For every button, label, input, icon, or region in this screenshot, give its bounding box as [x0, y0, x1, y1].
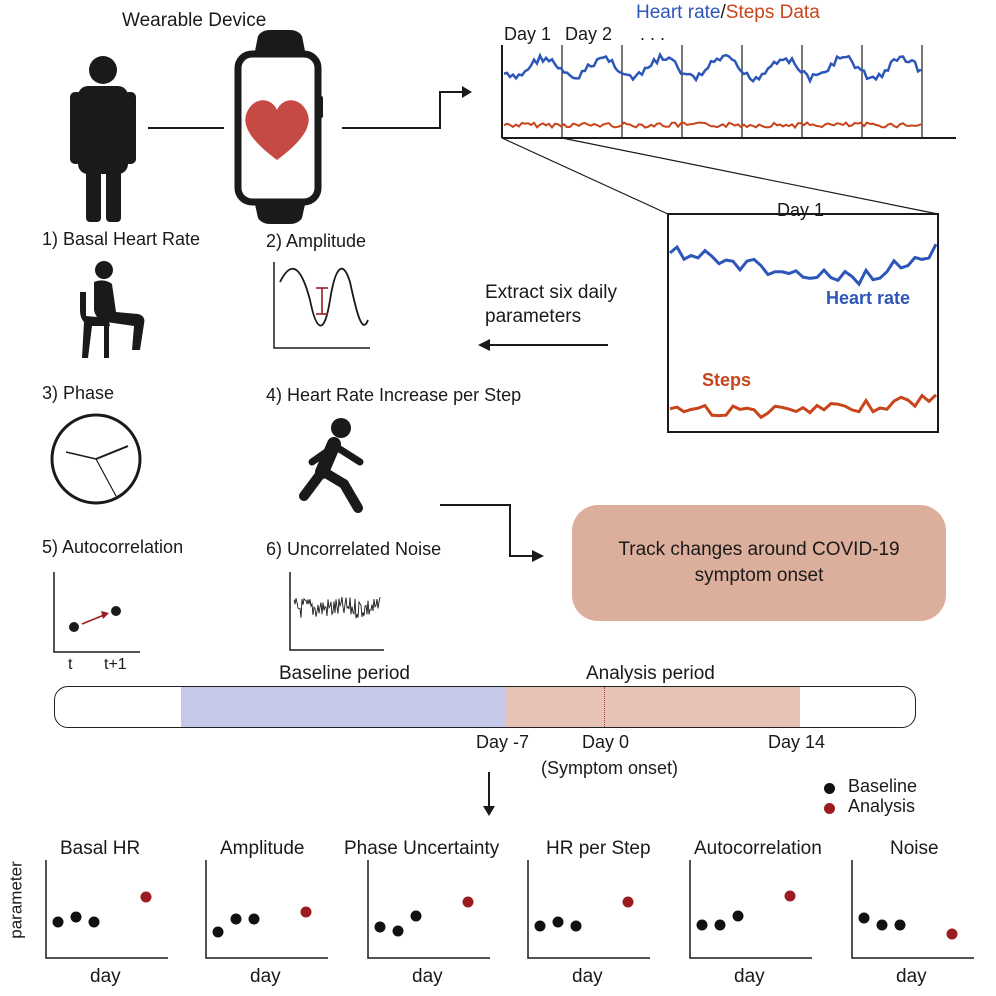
baseline-point: [248, 913, 260, 925]
panel-title: Phase Uncertainty: [344, 838, 500, 859]
extract-line2: parameters: [485, 306, 582, 327]
analysis-point: [300, 906, 312, 918]
analysis-period-band: [506, 687, 800, 727]
baseline-point: [52, 916, 64, 928]
zoom-day-label: Day 1: [777, 200, 825, 220]
parameter-panel: [527, 860, 650, 959]
baseline-point: [732, 910, 744, 922]
track-line2: symptom onset: [694, 565, 824, 586]
x-axis-label: day: [572, 966, 603, 987]
baseline-point: [696, 919, 708, 931]
zoom-steps-label: Steps: [702, 370, 752, 390]
heart-icon: [245, 100, 309, 160]
analysis-period-label: Analysis period: [586, 663, 715, 684]
panel-title: HR per Step: [546, 838, 651, 859]
baseline-point: [894, 919, 906, 931]
baseline-point: [876, 919, 888, 931]
baseline-point: [70, 911, 82, 923]
seated-person-icon: [80, 261, 145, 358]
x-axis-label: day: [90, 966, 121, 987]
baseline-point: [230, 913, 242, 925]
legend-analysis-label: Analysis: [848, 796, 916, 816]
param-phase: 3) Phase: [42, 383, 115, 403]
symptom-onset-marker: [604, 687, 605, 727]
analysis-point: [462, 896, 474, 908]
parameter-panel: [205, 860, 328, 959]
extract-line1: Extract six daily: [485, 282, 617, 303]
legend-baseline-dot: [824, 783, 835, 794]
zoom-steps-trace: [669, 393, 938, 420]
baseline-point: [410, 910, 422, 922]
day1-label: Day 1: [504, 24, 552, 44]
baseline-point: [858, 912, 870, 924]
x-axis-label: day: [412, 966, 443, 987]
data-title-steps: Steps Data: [725, 2, 820, 23]
baseline-period-band: [181, 687, 506, 727]
analysis-point: [622, 896, 634, 908]
walking-person-icon: [299, 418, 364, 513]
autocorr-t1-label: t+1: [104, 656, 127, 673]
x-axis-label: day: [250, 966, 281, 987]
panel-title: Autocorrelation: [694, 838, 822, 859]
study-timeline: [54, 686, 916, 728]
day0-label: Day 0: [582, 732, 630, 752]
ellipsis-label: . . .: [640, 24, 666, 44]
baseline-point: [714, 919, 726, 931]
track-changes-box: Track changes around COVID-19 symptom on…: [572, 505, 946, 621]
panel-title: Basal HR: [60, 838, 141, 859]
baseline-period-label: Baseline period: [279, 663, 410, 684]
autocorr-t-label: t: [68, 656, 73, 673]
steps-trace: [503, 121, 922, 130]
device-title: Wearable Device: [122, 10, 267, 31]
zoom-hr-label: Heart rate: [826, 288, 911, 308]
analysis-point: [946, 928, 958, 940]
day14-label: Day 14: [768, 732, 826, 752]
analysis-point: [784, 890, 796, 902]
zoom-heart-rate-trace: [669, 243, 938, 287]
baseline-point: [88, 916, 100, 928]
data-chart-title: Heart rate/Steps Data: [636, 2, 820, 24]
baseline-point: [212, 926, 224, 938]
parameter-panel: [851, 860, 974, 959]
baseline-point: [534, 920, 546, 932]
clock-icon: [50, 413, 142, 505]
param-basal-hr: 1) Basal Heart Rate: [42, 229, 201, 249]
legend-analysis-dot: [824, 803, 835, 814]
baseline-point: [552, 916, 564, 928]
legend-baseline-label: Baseline: [848, 776, 918, 796]
track-line1: Track changes around COVID-19: [618, 539, 900, 560]
param-autocorrelation: 5) Autocorrelation: [42, 537, 184, 557]
symptom-onset-label: (Symptom onset): [541, 758, 679, 778]
day1-zoom-panel: [667, 213, 939, 433]
param-hr-per-step: 4) Heart Rate Increase per Step: [266, 385, 522, 405]
data-title-hr: Heart rate: [636, 2, 721, 23]
baseline-point: [374, 921, 386, 933]
parameter-panel: [689, 860, 812, 959]
panel-title: Amplitude: [220, 838, 305, 859]
param-amplitude: 2) Amplitude: [266, 231, 367, 251]
person-icon: [70, 56, 136, 222]
analysis-point: [140, 891, 152, 903]
baseline-point: [570, 920, 582, 932]
sine-wave-icon: [273, 262, 370, 349]
data-title-sep: /: [720, 2, 726, 23]
x-axis-label: day: [734, 966, 765, 987]
heart-rate-trace: [503, 51, 922, 85]
hr-steps-chart: [501, 45, 956, 139]
day2-label: Day 2: [565, 24, 613, 44]
x-axis-label: day: [896, 966, 927, 987]
y-axis-label: parameter: [6, 861, 26, 939]
day-minus7-label: Day -7: [476, 732, 530, 752]
baseline-point: [392, 925, 404, 937]
noise-icon: [289, 572, 384, 651]
param-noise: 6) Uncorrelated Noise: [266, 539, 442, 559]
parameter-panel: [367, 860, 490, 959]
autocorrelation-icon: [53, 572, 140, 653]
parameter-panel: [45, 860, 168, 959]
panel-title: Noise: [890, 838, 939, 859]
